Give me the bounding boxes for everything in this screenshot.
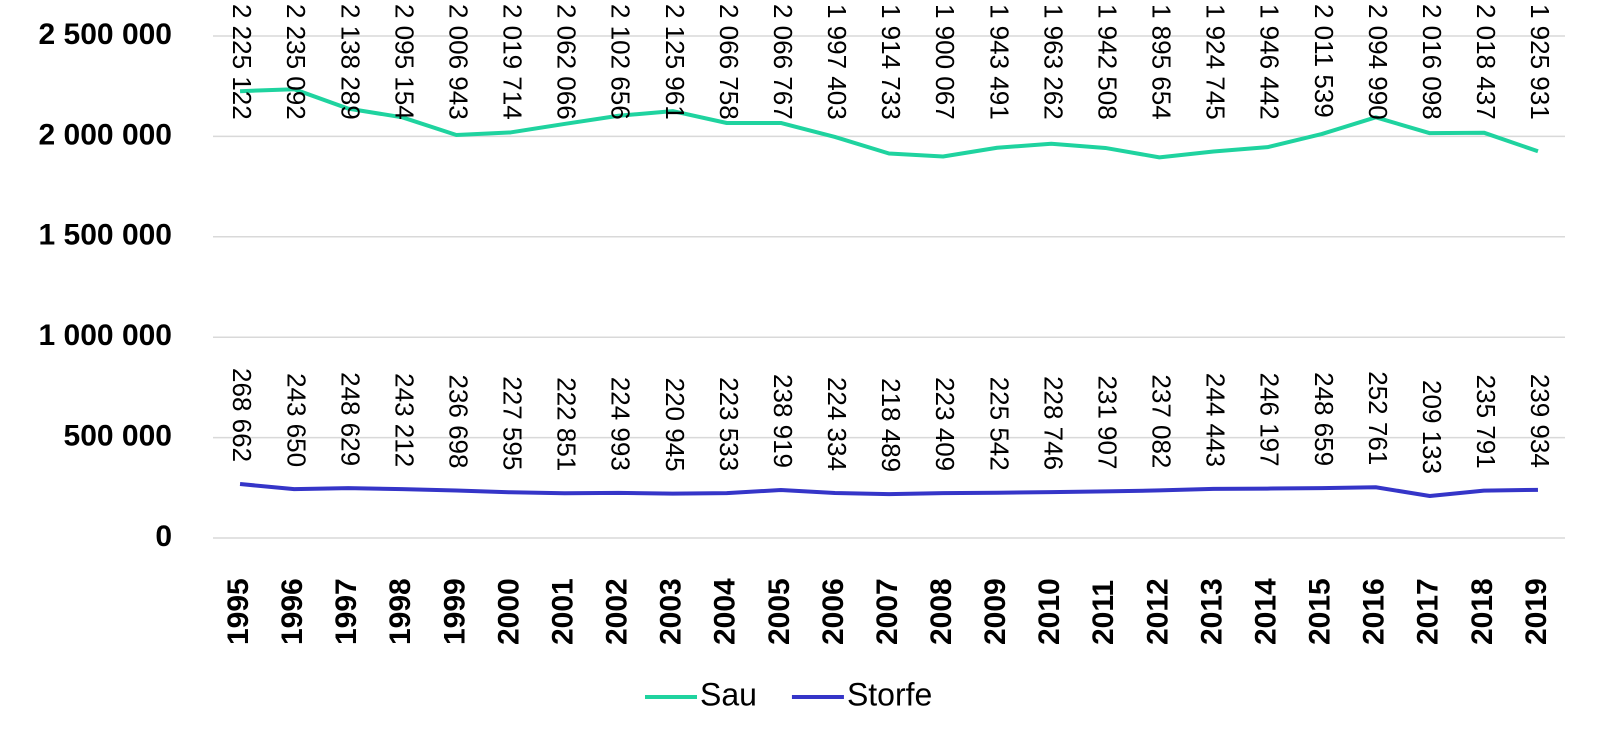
data-label: 1 942 508 (1092, 4, 1122, 120)
data-label: 1 925 931 (1525, 4, 1555, 120)
x-tick-label: 2007 (871, 578, 904, 645)
data-label: 222 851 (552, 377, 582, 471)
data-label: 248 659 (1309, 372, 1339, 466)
data-label: 1 963 262 (1038, 4, 1068, 120)
data-label: 2 138 289 (335, 4, 365, 120)
x-tick-label: 2002 (601, 578, 634, 645)
data-label: 1 946 442 (1255, 4, 1285, 120)
x-tick-label: 2003 (655, 578, 688, 645)
x-tick-label: 1998 (384, 578, 417, 645)
data-label: 1 900 067 (930, 4, 960, 120)
x-tick-label: 1996 (276, 578, 309, 645)
legend-label: Storfe (847, 676, 932, 712)
x-tick-label: 2017 (1412, 578, 1445, 645)
data-label: 243 650 (281, 373, 311, 467)
line-series (239, 87, 1539, 160)
x-tick-label: 2001 (546, 578, 579, 645)
x-tick-label: 2005 (763, 578, 796, 645)
data-label: 243 212 (389, 373, 419, 467)
x-tick-label: 2009 (979, 578, 1012, 645)
x-tick-label: 2010 (1033, 578, 1066, 645)
line-series (239, 482, 1538, 499)
data-label: 224 334 (822, 377, 852, 471)
data-label: 2 018 437 (1471, 4, 1501, 120)
data-label: 2 102 656 (606, 4, 636, 120)
x-tick-label: 2013 (1195, 578, 1228, 645)
data-label: 244 443 (1201, 373, 1231, 467)
data-label: 252 761 (1363, 371, 1393, 465)
x-tick-label: 1995 (222, 578, 255, 645)
x-tick-label: 2004 (709, 578, 742, 645)
data-label: 224 993 (606, 377, 636, 471)
x-tick-label: 2008 (925, 578, 958, 645)
data-label: 238 919 (768, 374, 798, 468)
x-tick-label: 1999 (438, 578, 471, 645)
data-label: 1 997 403 (822, 4, 852, 120)
y-tick-label: 1 500 000 (39, 219, 172, 252)
data-label: 239 934 (1525, 374, 1555, 468)
data-label: 2 011 539 (1309, 4, 1339, 118)
x-tick-label: 2015 (1304, 578, 1337, 645)
x-tick-label: 2012 (1141, 578, 1174, 645)
y-tick-label: 500 000 (64, 420, 172, 453)
data-label: 1 914 733 (876, 4, 906, 120)
data-label: 2 019 714 (498, 4, 528, 120)
data-label: 2 094 990 (1363, 4, 1393, 120)
data-label: 2 066 767 (768, 4, 798, 120)
data-label: 218 489 (876, 378, 906, 472)
legend-label: Sau (700, 676, 757, 712)
data-label: 1 943 491 (984, 4, 1014, 120)
data-label: 236 698 (443, 374, 473, 468)
x-tick-label: 2000 (492, 578, 525, 645)
data-label: 2 095 154 (389, 4, 419, 120)
x-tick-label: 2006 (817, 578, 850, 645)
data-label: 1 924 745 (1201, 4, 1231, 120)
data-label: 2 235 092 (281, 4, 311, 120)
data-label: 248 629 (335, 372, 365, 466)
data-label: 268 662 (227, 368, 257, 462)
data-label: 227 595 (498, 376, 528, 470)
data-label: 2 062 066 (552, 4, 582, 120)
y-tick-label: 2 000 000 (39, 118, 172, 151)
x-tick-label: 2014 (1249, 578, 1282, 645)
data-label: 246 197 (1255, 373, 1285, 467)
y-tick-label: 1 000 000 (39, 319, 172, 352)
data-label: 220 945 (660, 378, 690, 472)
data-label: 225 542 (984, 377, 1014, 471)
x-tick-label: 2016 (1358, 578, 1391, 645)
data-label: 2 006 943 (443, 4, 473, 120)
data-label: 2 016 098 (1417, 4, 1447, 120)
data-label: 2 225 122 (227, 4, 257, 120)
data-label: 223 409 (930, 377, 960, 471)
x-tick-label: 1997 (330, 578, 363, 645)
y-tick-label: 2 500 000 (39, 18, 172, 51)
data-label: 235 791 (1471, 375, 1501, 469)
data-label: 209 133 (1417, 380, 1447, 474)
x-tick-label: 2019 (1520, 578, 1553, 645)
data-label: 237 082 (1147, 374, 1177, 468)
data-label: 1 895 654 (1147, 4, 1177, 120)
data-label: 223 533 (714, 377, 744, 471)
x-tick-label: 2018 (1466, 578, 1499, 645)
x-tick-label: 2011 (1087, 580, 1120, 645)
y-tick-label: 0 (155, 520, 172, 553)
data-label: 231 907 (1092, 375, 1122, 469)
data-label: 228 746 (1038, 376, 1068, 470)
data-label: 2 066 758 (714, 4, 744, 120)
data-label: 2 125 961 (660, 4, 690, 120)
